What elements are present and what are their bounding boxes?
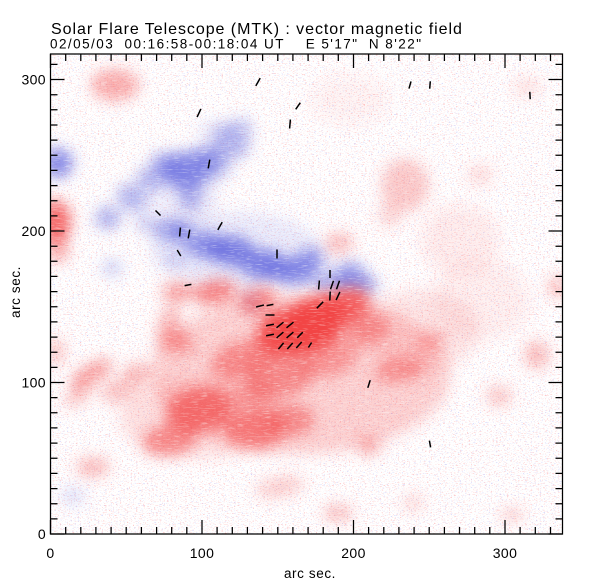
svg-text:100: 100 — [190, 545, 215, 561]
svg-text:200: 200 — [341, 545, 366, 561]
svg-text:arc sec.: arc sec. — [284, 566, 336, 581]
svg-text:arc sec.: arc sec. — [8, 266, 23, 318]
svg-text:100: 100 — [21, 375, 46, 391]
svg-text:Solar Flare Telescope (MTK) :: Solar Flare Telescope (MTK) : vector mag… — [51, 21, 463, 38]
svg-text:200: 200 — [21, 223, 46, 239]
svg-text:300: 300 — [21, 72, 46, 88]
svg-text:300: 300 — [493, 545, 518, 561]
svg-text:0: 0 — [46, 545, 54, 561]
svg-text:02/05/03 00:16:58-00:18:04 UT: 02/05/03 00:16:58-00:18:04 UT E 5'17" N … — [50, 37, 422, 52]
svg-text:0: 0 — [38, 526, 46, 542]
